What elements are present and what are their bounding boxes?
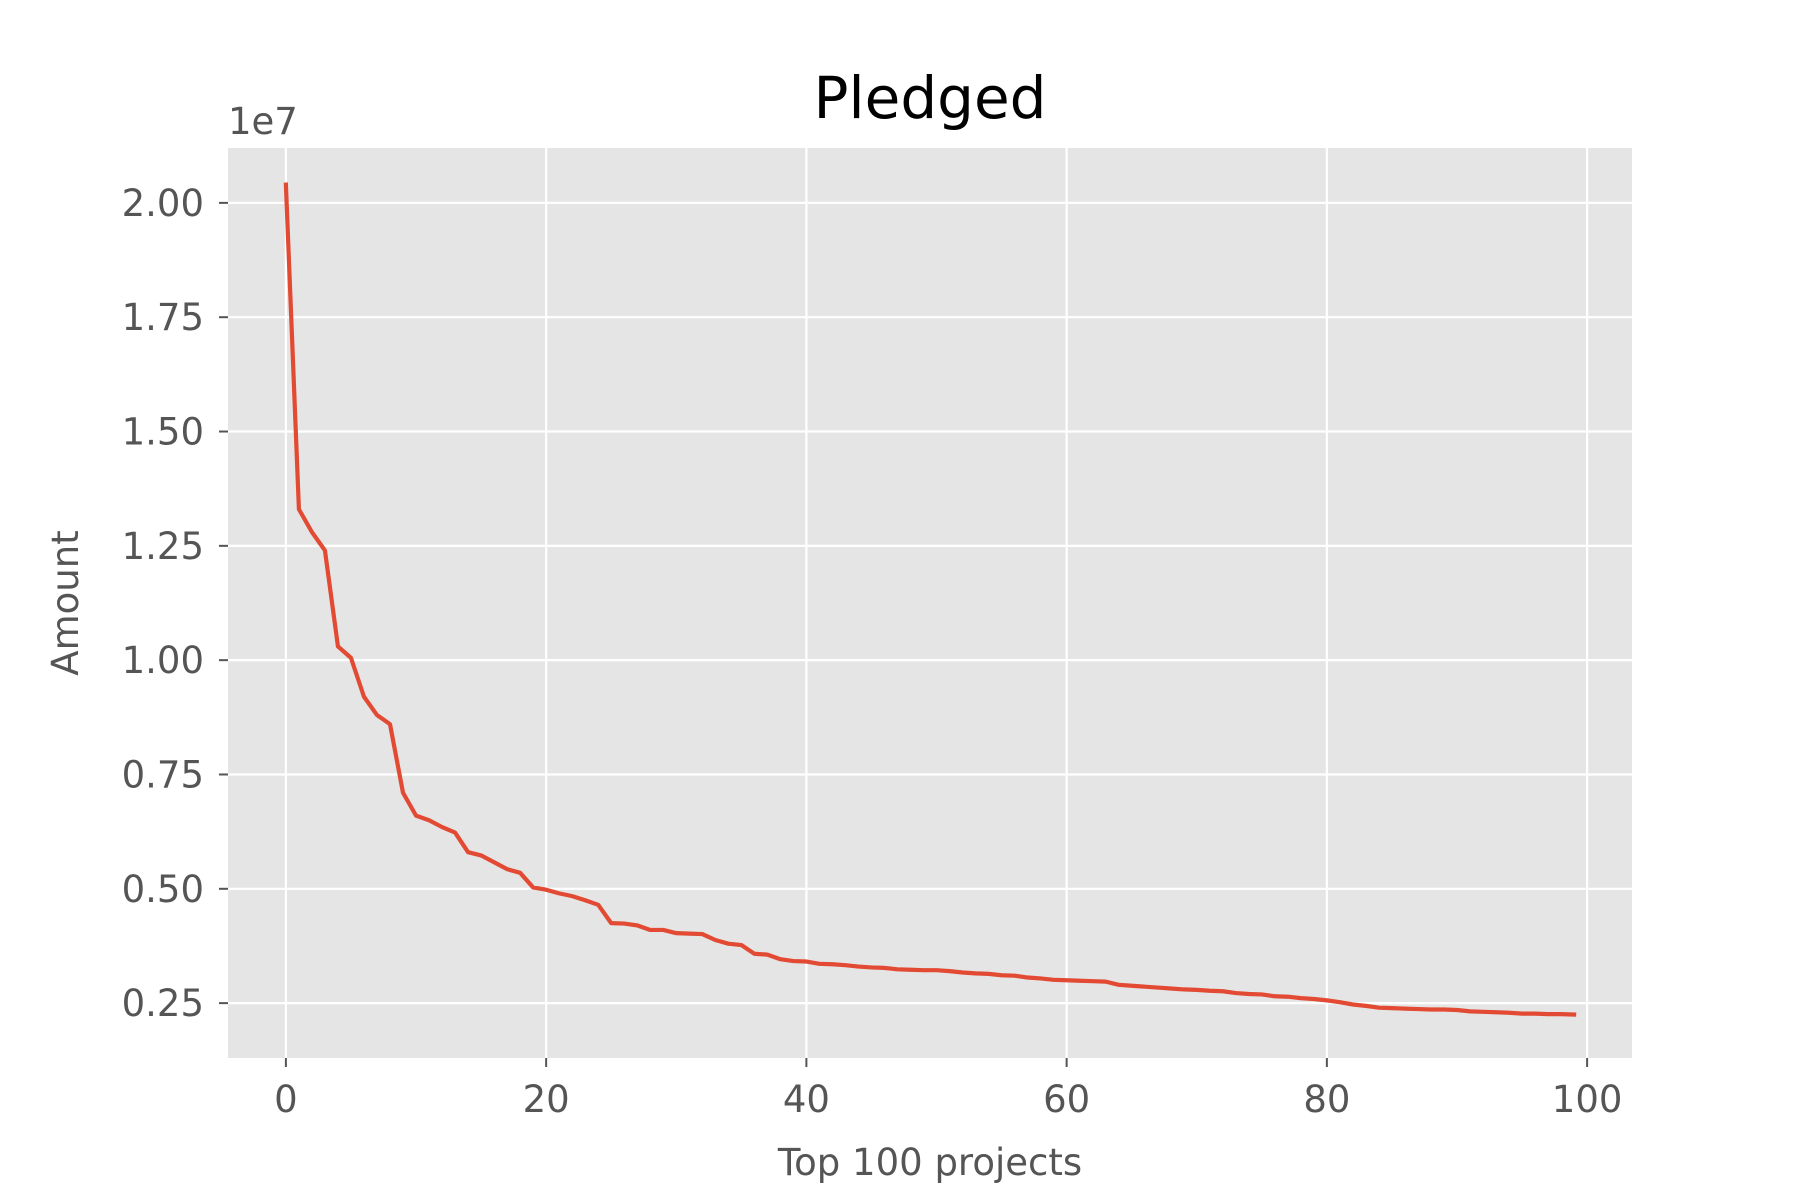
x-axis-label: Top 100 projects	[777, 1141, 1082, 1184]
x-tick-label: 20	[523, 1078, 570, 1121]
y-axis-label: Amount	[44, 530, 87, 675]
grid	[228, 148, 1632, 1058]
y-tick-label: 2.00	[122, 182, 204, 225]
x-tick-label: 40	[783, 1078, 830, 1121]
y-tick-label: 1.00	[122, 639, 204, 682]
y-tick-label: 0.25	[122, 982, 204, 1025]
x-tick-label: 80	[1303, 1078, 1350, 1121]
series-line-pledged	[283, 182, 1577, 1017]
x-tick-label: 0	[274, 1078, 298, 1121]
y-tick-label: 1.50	[122, 411, 204, 454]
x-tick-label: 60	[1043, 1078, 1090, 1121]
plot-background	[228, 148, 1632, 1058]
x-axis-ticks: 0 20 40 60 80 100	[274, 1058, 1622, 1121]
y-tick-label: 1.75	[122, 296, 204, 339]
y-tick-label: 0.75	[122, 753, 204, 796]
chart-title: Pledged	[814, 64, 1047, 132]
x-tick-label: 100	[1552, 1078, 1623, 1121]
y-axis-offset-label: 1e7	[228, 100, 298, 143]
y-axis-ticks: 0.25 0.50 0.75 1.00 1.25 1.50 1.75 2.00	[122, 182, 228, 1025]
y-tick-label: 0.50	[122, 868, 204, 911]
y-tick-label: 1.25	[122, 525, 204, 568]
